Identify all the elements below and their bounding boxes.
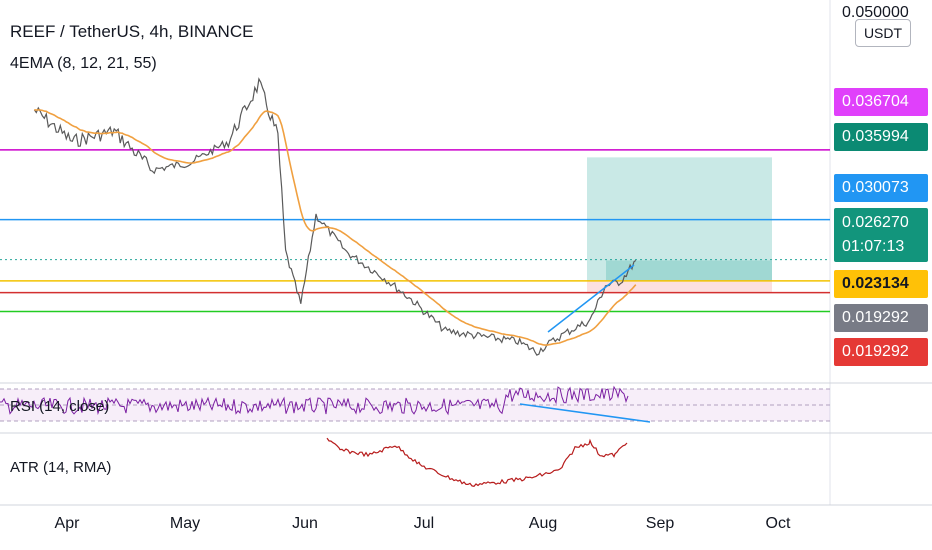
price-tag-blue: 0.030073 <box>834 174 928 202</box>
price-tag-gray: 0.019292 <box>834 304 928 332</box>
x-tick-jun: Jun <box>292 515 318 532</box>
price-tag-current: 0.026270 01:07:13 <box>834 208 928 262</box>
chart-title: REEF / TetherUS, 4h, BINANCE <box>10 22 254 41</box>
currency-button[interactable]: USDT <box>855 19 911 47</box>
x-tick-aug: Aug <box>528 515 558 532</box>
price-tag-yellow: 0.023134 <box>834 270 928 298</box>
rsi-trendline <box>519 403 651 423</box>
candle-countdown: 01:07:13 <box>842 238 905 255</box>
position-progress <box>606 260 772 281</box>
price-trendline <box>547 264 635 333</box>
rsi-line <box>0 385 629 416</box>
x-tick-sep: Sep <box>645 515 675 532</box>
atr-line <box>326 437 628 487</box>
position-loss-zone <box>587 280 772 293</box>
x-tick-oct: Oct <box>765 515 791 532</box>
x-tick-apr: Apr <box>54 515 80 532</box>
price-tag-red: 0.019292 <box>834 338 928 366</box>
rsi-indicator-label[interactable]: RSI (14, close) <box>10 398 110 415</box>
x-tick-may: May <box>169 515 201 532</box>
ema-line <box>34 109 637 346</box>
x-tick-jul: Jul <box>413 515 435 532</box>
axis-top-price: 0.050000 <box>842 4 909 21</box>
price-series-line <box>33 77 637 356</box>
price-tag-magenta: 0.036704 <box>834 88 928 116</box>
ema-indicator-label[interactable]: 4EMA (8, 12, 21, 55) <box>10 55 157 72</box>
atr-indicator-label[interactable]: ATR (14, RMA) <box>10 459 112 476</box>
price-tag-target: 0.035994 <box>834 123 928 151</box>
